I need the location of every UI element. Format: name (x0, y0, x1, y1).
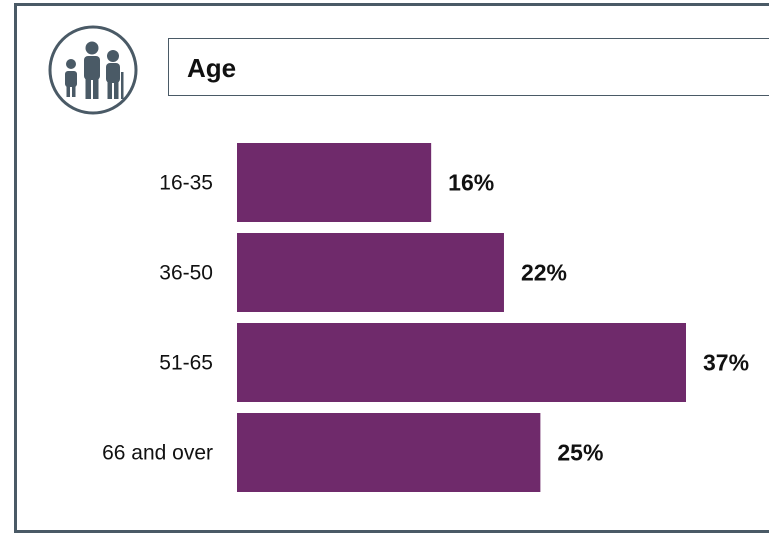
bar-4 (237, 413, 541, 492)
value-label-4: 25% (557, 440, 603, 466)
category-label-2: 36-50 (159, 262, 213, 285)
value-label-1: 16% (448, 170, 494, 196)
bar-3 (237, 323, 686, 402)
chart-title: Age (187, 53, 237, 83)
title-box: Age (168, 38, 769, 96)
category-label-1: 16-35 (159, 172, 213, 195)
value-label-2: 22% (521, 260, 567, 286)
bar-1 (237, 143, 432, 222)
category-label-4: 66 and over (102, 442, 213, 465)
bar-2 (237, 233, 504, 312)
family-icon (48, 25, 138, 115)
value-label-3: 37% (703, 350, 749, 376)
age-bar-chart: 16-35 16% 36-50 22% 51-65 37% 66 and over 25% (102, 143, 749, 492)
category-label-3: 51-65 (159, 352, 213, 375)
